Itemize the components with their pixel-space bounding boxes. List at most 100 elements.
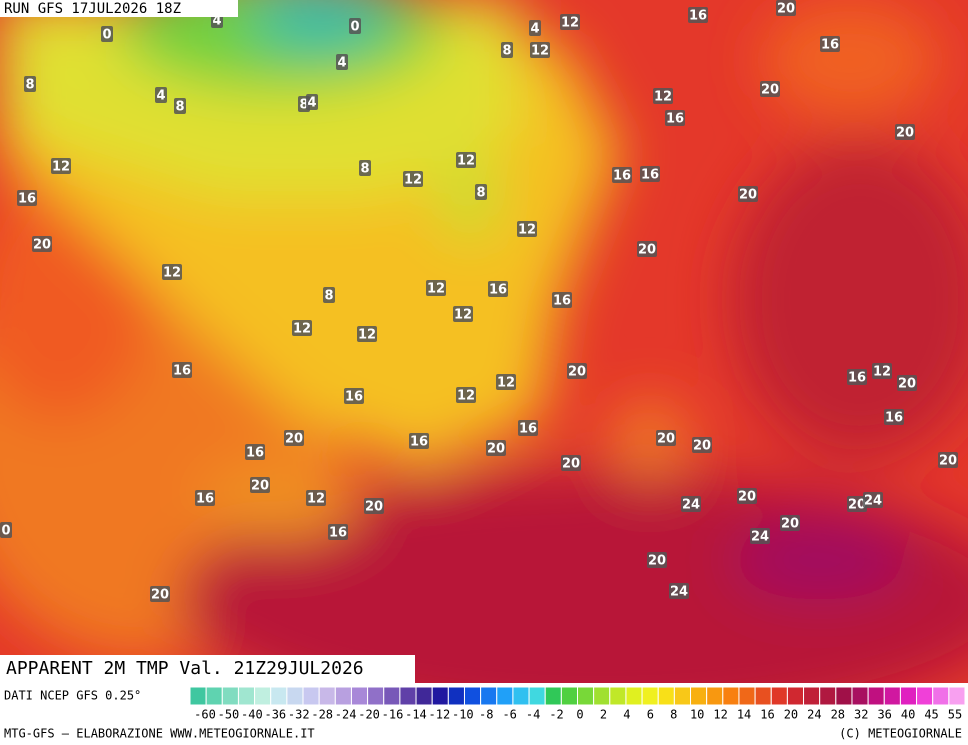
legend-tick-label: 40 [901,708,915,722]
legend-swatch [270,686,288,706]
contour-label-box [820,36,840,52]
legend-tick-label: -8 [479,708,493,722]
contour-label: 24 [682,498,700,513]
legend-swatch [948,686,966,706]
contour-label: 16 [885,411,903,426]
contour-label-box [501,42,513,58]
legend-swatch [754,686,772,706]
contour-label: 20 [939,454,957,469]
contour-label-box [897,375,917,391]
legend-swatch [899,686,918,706]
legend-tick-label: 28 [831,708,845,722]
legend-tick-label: 32 [854,708,868,722]
contour-label-box [475,184,487,200]
contour-label-box [409,433,429,449]
contour-label: 16 [18,192,36,207]
legend-swatch [819,686,837,706]
legend-tick-label: -60 [194,708,216,722]
contour-label-box [486,440,506,456]
contour-label-box [872,363,892,379]
contour-label: 20 [638,243,656,258]
contour-label: 12 [404,173,422,188]
contour-label: 20 [568,365,586,380]
contour-label: 20 [285,432,303,447]
legend-swatch [867,686,885,706]
contour-label-box [456,387,476,403]
contour-label-box [760,81,780,97]
legend-swatch [496,686,514,706]
legend-swatch [415,686,433,706]
contour-label-box [780,515,800,531]
contour-label-box [496,374,516,390]
contour-label: 20 [487,442,505,457]
contour-label: 20 [761,83,779,98]
legend-swatch [544,686,562,706]
contour-label-box [737,488,757,504]
legend-swatch [447,686,465,706]
legend-tick-label: 4 [623,708,630,722]
contour-label-box [306,94,318,110]
contour-label-box [863,492,883,508]
contour-label-box [328,524,348,540]
legend-tick-label: 55 [948,708,962,722]
contour-label-box [336,54,348,70]
legend-tick-label: -50 [218,708,240,722]
contour-label: 20 [562,457,580,472]
contour-label-box [847,496,867,512]
contour-label-box [560,14,580,30]
run-label: RUN GFS 17JUL2026 18Z [4,1,181,17]
legend-swatch [673,686,692,706]
contour-label-box [51,158,71,174]
contour-label: 8 [25,78,34,93]
contour-label: 12 [457,154,475,169]
legend-swatch [577,686,595,706]
contour-label-box [552,292,572,308]
contour-label: 12 [654,90,672,105]
contour-label: 24 [864,494,882,509]
contour-label-box [284,430,304,446]
legend-tick-label: 16 [760,708,774,722]
contour-label-box [518,420,538,436]
legend-swatch [657,686,675,706]
contour-label: 12 [358,328,376,343]
contour-label-box [647,552,667,568]
contour-label-box [150,586,170,602]
legend-swatch [770,686,788,706]
contour-label: 20 [657,432,675,447]
contour-label: 4 [212,14,221,29]
contour-label-box [172,362,192,378]
contour-label-box [750,528,770,544]
contour-label-box [640,166,660,182]
contour-label: 12 [531,44,549,59]
contour-label-box [517,221,537,237]
contour-label-box [653,88,673,104]
contour-label: 16 [821,38,839,53]
legend-swatch [916,686,934,706]
legend-swatch [463,686,482,706]
contour-label: 12 [457,389,475,404]
legend-tick-label: -4 [526,708,540,722]
legend-swatch [189,686,207,706]
contour-label-box [456,152,476,168]
legend-tick-label: 0 [576,708,583,722]
contour-label: 20 [693,439,711,454]
legend-tick-label: -28 [311,708,333,722]
contour-label: 20 [898,377,916,392]
legend-tick-label: -6 [502,708,516,722]
contour-label-box [884,409,904,425]
contour-label-box [847,369,867,385]
contour-label-box [162,264,182,280]
contour-label: 16 [641,168,659,183]
legend-tick-label: 36 [877,708,891,722]
contour-label: 8 [175,100,184,115]
contour-label-box [323,287,335,303]
contour-label-box [306,490,326,506]
contour-label-box [488,281,508,297]
contour-label: 16 [689,9,707,24]
legend-tick-label: 45 [924,708,938,722]
legend-swatch [883,686,901,706]
legend-tick-label: -12 [429,708,451,722]
contour-label: 12 [561,16,579,31]
legend-swatch [221,686,239,706]
